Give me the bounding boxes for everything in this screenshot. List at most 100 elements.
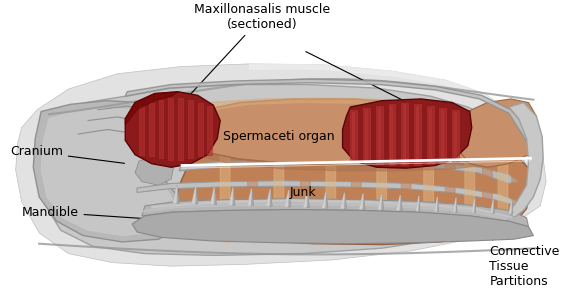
Polygon shape [37, 85, 528, 256]
Polygon shape [390, 106, 393, 163]
Polygon shape [435, 197, 439, 211]
Polygon shape [343, 193, 347, 208]
Polygon shape [125, 79, 528, 146]
Polygon shape [195, 186, 198, 204]
Polygon shape [178, 98, 183, 160]
Polygon shape [326, 149, 336, 239]
Polygon shape [304, 191, 307, 207]
Polygon shape [198, 103, 202, 157]
Polygon shape [248, 145, 258, 242]
Polygon shape [460, 99, 536, 167]
Polygon shape [266, 190, 270, 206]
Polygon shape [435, 197, 438, 211]
Polygon shape [492, 199, 494, 213]
Polygon shape [285, 190, 289, 207]
Polygon shape [269, 190, 272, 206]
Polygon shape [205, 98, 501, 130]
Polygon shape [424, 153, 434, 235]
Polygon shape [340, 193, 347, 208]
Polygon shape [322, 192, 328, 208]
Polygon shape [213, 187, 216, 204]
Polygon shape [350, 110, 357, 162]
Polygon shape [414, 104, 421, 165]
Polygon shape [359, 194, 365, 209]
Polygon shape [401, 102, 408, 166]
Polygon shape [325, 192, 328, 208]
Polygon shape [362, 194, 365, 209]
Polygon shape [389, 104, 396, 165]
Polygon shape [251, 189, 254, 206]
Polygon shape [322, 192, 326, 208]
Text: Junk: Junk [290, 186, 317, 199]
Polygon shape [33, 101, 184, 242]
Polygon shape [152, 200, 514, 218]
Polygon shape [472, 199, 475, 213]
Polygon shape [288, 190, 291, 207]
Polygon shape [229, 188, 233, 205]
Polygon shape [188, 100, 193, 158]
Polygon shape [266, 190, 272, 206]
Text: Maxillonasalis muscle
(sectioned): Maxillonasalis muscle (sectioned) [178, 3, 331, 108]
Polygon shape [149, 103, 154, 157]
Polygon shape [210, 187, 216, 204]
Text: Spermaceti organ: Spermaceti organ [223, 130, 335, 143]
Polygon shape [142, 199, 528, 227]
Polygon shape [137, 181, 519, 206]
Polygon shape [454, 112, 456, 160]
Polygon shape [184, 99, 521, 166]
Polygon shape [416, 106, 418, 163]
Polygon shape [429, 108, 431, 162]
Polygon shape [401, 152, 411, 236]
Polygon shape [427, 106, 434, 164]
Polygon shape [474, 199, 476, 213]
Polygon shape [210, 187, 214, 204]
Polygon shape [285, 190, 291, 207]
Polygon shape [179, 159, 519, 183]
Polygon shape [498, 157, 508, 233]
Polygon shape [229, 188, 235, 205]
Polygon shape [343, 99, 472, 168]
Polygon shape [145, 98, 178, 119]
Polygon shape [139, 106, 144, 155]
Polygon shape [378, 108, 380, 162]
Text: Connective
Tissue
Partitions: Connective Tissue Partitions [470, 221, 559, 288]
Polygon shape [396, 195, 400, 210]
Polygon shape [192, 186, 196, 204]
Polygon shape [142, 203, 509, 219]
Polygon shape [248, 189, 254, 206]
Polygon shape [306, 191, 309, 207]
Polygon shape [352, 112, 354, 160]
Polygon shape [137, 134, 168, 159]
Polygon shape [16, 64, 546, 266]
Polygon shape [274, 146, 284, 241]
Polygon shape [41, 108, 174, 236]
Polygon shape [176, 185, 179, 203]
Polygon shape [250, 64, 543, 158]
Polygon shape [511, 200, 513, 214]
Polygon shape [192, 186, 198, 204]
Polygon shape [248, 189, 251, 206]
Polygon shape [304, 191, 309, 207]
Polygon shape [168, 98, 173, 160]
Polygon shape [453, 198, 457, 212]
Polygon shape [396, 195, 402, 210]
Polygon shape [512, 157, 522, 232]
Polygon shape [363, 108, 370, 163]
Polygon shape [436, 197, 439, 211]
Polygon shape [455, 198, 457, 212]
Polygon shape [452, 110, 459, 162]
Polygon shape [399, 195, 402, 210]
Polygon shape [416, 196, 420, 211]
Polygon shape [125, 92, 220, 167]
Polygon shape [159, 100, 163, 158]
Polygon shape [125, 92, 178, 125]
Polygon shape [509, 102, 543, 218]
Polygon shape [135, 155, 174, 185]
Polygon shape [184, 143, 499, 171]
Polygon shape [416, 196, 419, 211]
Polygon shape [208, 106, 212, 155]
Polygon shape [220, 144, 230, 243]
Polygon shape [301, 147, 311, 240]
Polygon shape [465, 155, 475, 234]
Polygon shape [381, 194, 384, 210]
